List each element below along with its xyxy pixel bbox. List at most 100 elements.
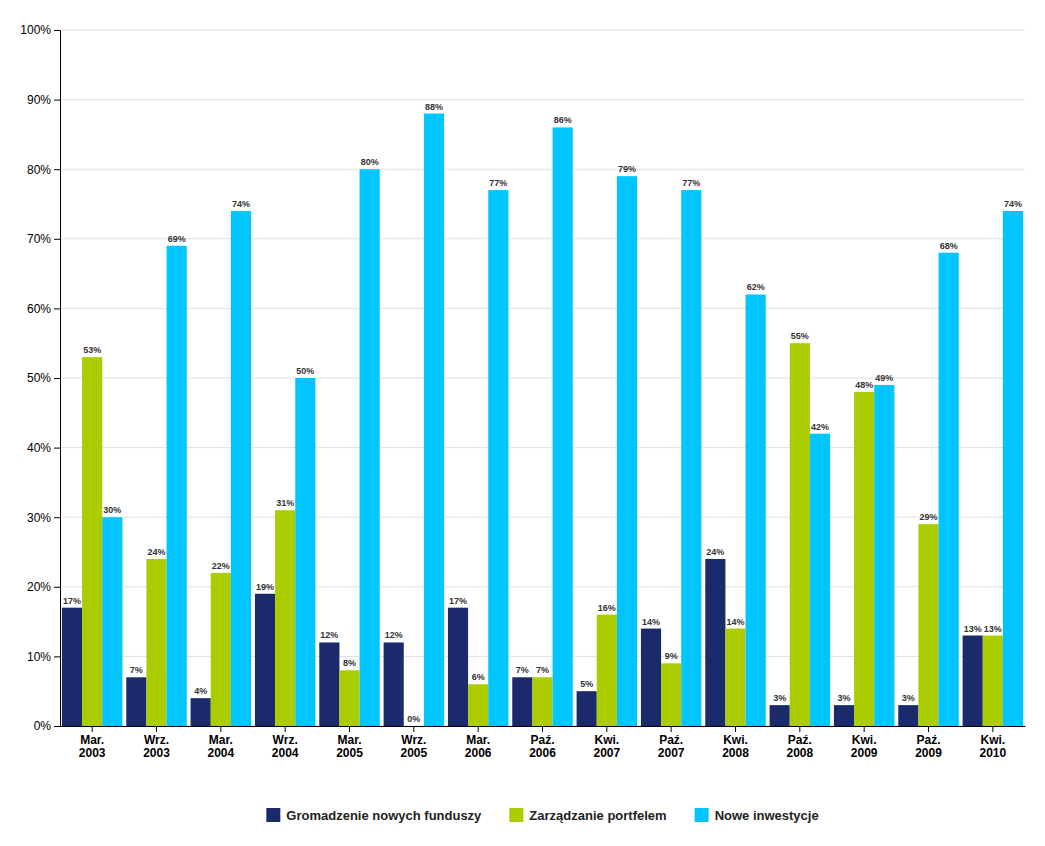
tick-label: Kwi.2008 [722, 733, 749, 761]
data-label: 50% [296, 366, 314, 376]
legend-item: Zarządzanie portfelem [509, 808, 666, 823]
legend-label: Zarządzanie portfelem [529, 808, 666, 823]
legend: Gromadzenie nowych funduszyZarządzanie p… [266, 808, 818, 823]
data-label: 6% [472, 672, 485, 682]
grid-line [60, 99, 1025, 100]
tick-label: Mar.2003 [79, 733, 106, 761]
data-label: 49% [875, 373, 893, 383]
tick: Kwi.2009 [851, 726, 878, 760]
bar [424, 114, 444, 726]
tick-mark [156, 726, 157, 732]
bar [295, 378, 315, 726]
tick: Paź.2009 [915, 726, 942, 760]
tick-label: 80% [27, 163, 51, 177]
tick-mark [54, 726, 60, 727]
data-label: 5% [580, 679, 593, 689]
tick-mark [54, 378, 60, 379]
legend-swatch [695, 808, 709, 822]
data-label: 0% [407, 714, 420, 724]
tick-mark [54, 517, 60, 518]
bar [874, 385, 894, 726]
bar [146, 559, 166, 726]
bar [746, 294, 766, 726]
tick: 10% [27, 650, 60, 664]
tick-label: Wrz.2004 [272, 733, 299, 761]
data-label: 29% [919, 512, 937, 522]
tick-label: Wrz.2005 [400, 733, 427, 761]
tick: Mar.2006 [465, 726, 492, 760]
tick-mark [92, 726, 93, 732]
tick-mark [478, 726, 479, 732]
grid-line [60, 238, 1025, 239]
bar [360, 169, 380, 726]
grid-line [60, 308, 1025, 309]
data-label: 30% [103, 505, 121, 515]
tick: 90% [27, 93, 60, 107]
tick-mark [54, 587, 60, 588]
data-label: 7% [516, 665, 529, 675]
tick-label-line: Wrz. [273, 733, 298, 747]
data-label: 68% [940, 241, 958, 251]
tick-mark [54, 239, 60, 240]
data-label: 42% [811, 422, 829, 432]
bar [770, 705, 790, 726]
tick-mark [542, 726, 543, 732]
tick-label: Wrz.2003 [143, 733, 170, 761]
bar [553, 127, 573, 726]
tick-mark [54, 308, 60, 309]
data-label: 88% [425, 102, 443, 112]
tick-label-line: 2007 [658, 746, 685, 760]
tick-label: 30% [27, 511, 51, 525]
bar [404, 726, 424, 727]
data-label: 13% [984, 624, 1002, 634]
tick-label-line: Wrz. [144, 733, 169, 747]
bar [275, 510, 295, 726]
tick: Wrz.2003 [143, 726, 170, 760]
tick-label-line: Kwi. [723, 733, 748, 747]
tick-mark [992, 726, 993, 732]
tick-label-line: 2003 [143, 746, 170, 760]
bar [983, 636, 1003, 726]
tick-label-line: Mar. [209, 733, 233, 747]
tick-label: Mar.2006 [465, 733, 492, 761]
grid [60, 30, 1025, 726]
tick-mark [54, 448, 60, 449]
data-label: 22% [212, 561, 230, 571]
tick-label-line: 2006 [529, 746, 556, 760]
data-label: 4% [194, 686, 207, 696]
tick-label-line: Kwi. [594, 733, 619, 747]
bar [62, 608, 82, 726]
tick-label: 70% [27, 232, 51, 246]
tick: 0% [34, 719, 60, 733]
tick-mark [54, 30, 60, 31]
data-label: 74% [1004, 199, 1022, 209]
bar [810, 434, 830, 726]
data-label: 3% [773, 693, 786, 703]
data-label: 3% [902, 693, 915, 703]
tick: 40% [27, 441, 60, 455]
bar [231, 211, 251, 726]
bar-series [62, 559, 983, 726]
tick-label-line: 2004 [272, 746, 299, 760]
data-label: 77% [682, 178, 700, 188]
tick-label: 10% [27, 650, 51, 664]
data-label: 55% [791, 331, 809, 341]
tick: 60% [27, 302, 60, 316]
bar [255, 594, 275, 726]
data-labels: 17%7%4%19%12%12%17%7%5%14%24%3%3%3%13%53… [63, 102, 1022, 724]
data-label: 31% [276, 498, 294, 508]
tick-label: 50% [27, 371, 51, 385]
tick: Paź.2007 [658, 726, 685, 760]
bar [681, 190, 701, 726]
tick: Paź.2008 [786, 726, 813, 760]
tick-label: Paź.2008 [786, 733, 813, 761]
data-label: 53% [83, 345, 101, 355]
data-label: 9% [665, 651, 678, 661]
tick-mark [220, 726, 221, 732]
tick-label: Kwi.2007 [593, 733, 620, 761]
tick-label-line: 2005 [400, 746, 427, 760]
tick: 70% [27, 232, 60, 246]
bar [834, 705, 854, 726]
bar [211, 573, 231, 726]
tick-label: Mar.2005 [336, 733, 363, 761]
